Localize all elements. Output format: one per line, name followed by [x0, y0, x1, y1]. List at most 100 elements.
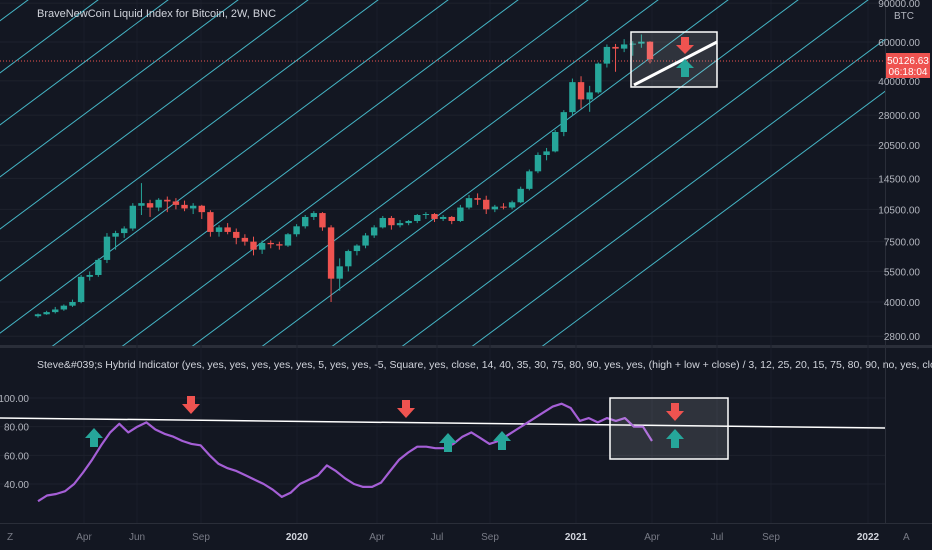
- candle[interactable]: [336, 258, 343, 291]
- price-scale-area[interactable]: [885, 0, 932, 550]
- candle[interactable]: [629, 41, 636, 56]
- candle[interactable]: [465, 194, 473, 210]
- candle[interactable]: [586, 85, 593, 112]
- hybrid-indicator-line[interactable]: [37, 402, 653, 503]
- candle[interactable]: [483, 195, 490, 215]
- candle[interactable]: [250, 236, 257, 256]
- candle[interactable]: [551, 129, 559, 153]
- candle[interactable]: [86, 271, 93, 281]
- candle[interactable]: [612, 43, 619, 72]
- candle[interactable]: [431, 213, 438, 223]
- timezone-button[interactable]: Z: [7, 532, 13, 543]
- indicator-arrow-up-icon-2[interactable]: [439, 433, 457, 452]
- candlestick-series[interactable]: [34, 34, 654, 318]
- candle[interactable]: [164, 196, 171, 213]
- channel-line[interactable]: [260, 0, 932, 400]
- candle[interactable]: [603, 44, 611, 68]
- candle[interactable]: [310, 211, 318, 220]
- candle[interactable]: [155, 198, 162, 212]
- candle[interactable]: [146, 199, 154, 217]
- auto-scale-button[interactable]: A: [903, 532, 910, 543]
- channel-line[interactable]: [0, 0, 690, 400]
- price-arrow-up-icon[interactable]: [676, 59, 694, 77]
- candle[interactable]: [103, 233, 111, 264]
- channel-line[interactable]: [120, 0, 900, 400]
- candle[interactable]: [95, 258, 102, 277]
- candle[interactable]: [474, 193, 481, 205]
- candle[interactable]: [370, 225, 378, 238]
- candle[interactable]: [43, 310, 50, 315]
- candle[interactable]: [534, 152, 542, 174]
- candle[interactable]: [491, 204, 499, 213]
- candle[interactable]: [207, 210, 214, 237]
- candle[interactable]: [569, 78, 576, 116]
- candle[interactable]: [233, 228, 240, 245]
- candle[interactable]: [457, 204, 464, 223]
- price-trendline[interactable]: [633, 40, 718, 87]
- indicator-arrow-up-icon-4[interactable]: [666, 429, 684, 448]
- indicator-arrow-down-icon-2[interactable]: [397, 400, 415, 418]
- candle[interactable]: [646, 41, 654, 64]
- channel-line[interactable]: [470, 0, 932, 400]
- channel-line[interactable]: [0, 0, 620, 400]
- candle[interactable]: [414, 214, 421, 224]
- candle[interactable]: [543, 147, 550, 161]
- indicator-arrow-down-icon-1[interactable]: [182, 396, 200, 414]
- channel-line[interactable]: [330, 0, 932, 400]
- candle[interactable]: [517, 186, 524, 204]
- candle[interactable]: [181, 200, 188, 212]
- candle[interactable]: [319, 212, 326, 231]
- candle[interactable]: [189, 203, 197, 215]
- candle[interactable]: [577, 76, 585, 109]
- candle[interactable]: [258, 240, 266, 254]
- candle[interactable]: [34, 313, 42, 318]
- candle[interactable]: [224, 223, 231, 235]
- candle[interactable]: [302, 214, 309, 229]
- candle[interactable]: [77, 274, 85, 304]
- candle[interactable]: [396, 219, 404, 228]
- candle[interactable]: [267, 240, 274, 249]
- candle[interactable]: [293, 224, 300, 237]
- candle[interactable]: [500, 203, 507, 210]
- candle[interactable]: [129, 203, 137, 231]
- candle[interactable]: [362, 233, 369, 249]
- candle[interactable]: [526, 169, 533, 191]
- candle[interactable]: [138, 183, 145, 215]
- indicator-horizontal-line[interactable]: [0, 417, 885, 429]
- candle[interactable]: [405, 219, 412, 226]
- candle[interactable]: [241, 234, 249, 246]
- candle[interactable]: [638, 34, 645, 48]
- candle[interactable]: [198, 204, 205, 219]
- candle[interactable]: [353, 244, 361, 256]
- channel-line[interactable]: [190, 0, 932, 400]
- indicator-highlight-box[interactable]: [609, 397, 729, 460]
- channel-line[interactable]: [400, 0, 932, 400]
- candle[interactable]: [595, 62, 602, 94]
- trend-channel-lines[interactable]: [0, 0, 932, 400]
- indicator-arrow-up-icon-3[interactable]: [493, 431, 511, 450]
- candle[interactable]: [276, 241, 283, 250]
- candle[interactable]: [439, 214, 447, 221]
- price-arrow-down-icon[interactable]: [676, 37, 694, 54]
- channel-line[interactable]: [0, 0, 550, 400]
- candle[interactable]: [69, 299, 76, 307]
- candle[interactable]: [345, 249, 352, 272]
- channel-line[interactable]: [0, 0, 760, 400]
- candle[interactable]: [620, 39, 628, 53]
- candle[interactable]: [448, 215, 455, 225]
- candle[interactable]: [172, 198, 180, 210]
- candle[interactable]: [120, 226, 128, 238]
- candle[interactable]: [284, 233, 292, 247]
- candle[interactable]: [52, 306, 59, 314]
- candle[interactable]: [327, 225, 335, 302]
- channel-line[interactable]: [50, 0, 830, 400]
- candle[interactable]: [388, 215, 395, 230]
- candle[interactable]: [422, 212, 430, 219]
- candle[interactable]: [60, 304, 68, 311]
- indicator-arrow-down-icon-3[interactable]: [666, 403, 684, 421]
- candle[interactable]: [379, 215, 386, 229]
- channel-line[interactable]: [0, 0, 480, 400]
- channel-line[interactable]: [0, 0, 410, 400]
- indicator-arrow-up-icon-1[interactable]: [85, 428, 103, 447]
